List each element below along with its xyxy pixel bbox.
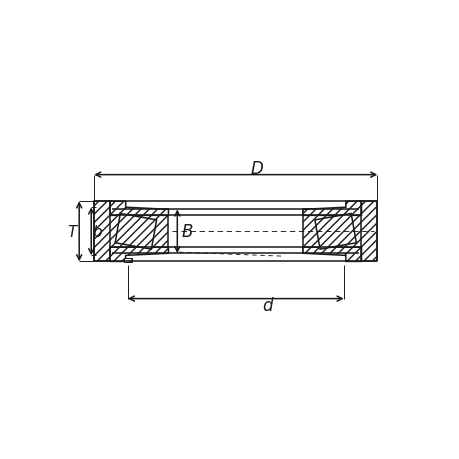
Polygon shape bbox=[302, 248, 361, 262]
Text: T: T bbox=[67, 224, 77, 239]
Text: b: b bbox=[93, 224, 102, 239]
Text: D: D bbox=[250, 159, 263, 177]
Text: d: d bbox=[262, 297, 272, 314]
Text: B: B bbox=[181, 223, 192, 241]
Polygon shape bbox=[302, 202, 361, 216]
Polygon shape bbox=[314, 214, 356, 250]
Polygon shape bbox=[94, 202, 168, 262]
Polygon shape bbox=[124, 258, 132, 262]
Polygon shape bbox=[110, 202, 168, 216]
Polygon shape bbox=[302, 202, 377, 262]
Polygon shape bbox=[115, 214, 156, 250]
Polygon shape bbox=[110, 248, 168, 262]
